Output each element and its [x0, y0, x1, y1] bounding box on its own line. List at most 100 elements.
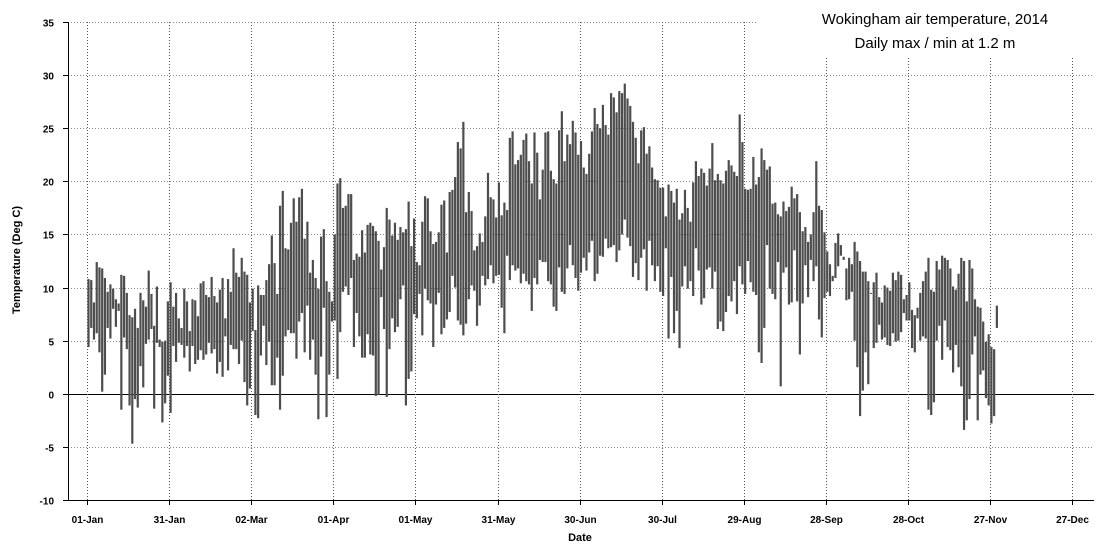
- daily-range-bar: [588, 153, 591, 253]
- daily-range-bar: [982, 321, 985, 371]
- daily-range-bar: [497, 182, 501, 275]
- daily-range-bar: [229, 291, 232, 345]
- x-tick-label: 30-Jun: [564, 515, 596, 526]
- daily-range-bar: [782, 201, 785, 273]
- daily-range-bar: [284, 248, 287, 337]
- daily-range-bar: [298, 197, 301, 322]
- daily-range-bar: [601, 104, 604, 257]
- x-tick-labels: 01-Jan 31-Jan 02-Mar 01-Apr 01-May 31-May 30-J…: [72, 515, 1090, 526]
- daily-range-bar: [828, 264, 832, 297]
- daily-range-bar: [155, 286, 159, 343]
- daily-range-bar: [103, 278, 107, 375]
- daily-range-bar: [522, 139, 525, 274]
- daily-range-bar: [131, 317, 134, 444]
- daily-range-bar: [352, 259, 356, 348]
- daily-range-bar: [749, 188, 752, 283]
- daily-range-bar: [902, 299, 905, 314]
- daily-range-bar: [861, 271, 864, 391]
- daily-range-bar: [328, 291, 331, 375]
- daily-range-bar: [95, 262, 98, 334]
- daily-range-bar: [117, 303, 120, 311]
- daily-range-bar: [303, 238, 306, 353]
- y-tick-label: 30: [43, 72, 55, 83]
- daily-range-bar: [883, 285, 886, 338]
- daily-range-bar: [445, 252, 449, 320]
- daily-range-bar: [864, 271, 867, 353]
- daily-range-bar: [661, 187, 665, 297]
- y-tick-label: 35: [43, 19, 55, 30]
- daily-range-bar: [407, 201, 410, 379]
- daily-range-bar: [361, 230, 364, 358]
- daily-range-bar: [889, 290, 892, 346]
- daily-range-bar: [232, 248, 235, 350]
- daily-range-bar: [454, 177, 457, 288]
- daily-range-bar: [161, 341, 164, 423]
- daily-range-bar: [478, 233, 481, 306]
- daily-range-bar: [670, 190, 673, 277]
- daily-range-bar: [850, 264, 853, 292]
- daily-range-bar: [306, 221, 309, 306]
- daily-range-bar: [432, 244, 435, 348]
- daily-range-bar: [235, 272, 238, 350]
- daily-range-bar: [793, 198, 796, 251]
- daily-range-bar: [831, 275, 834, 282]
- daily-range-bar: [678, 219, 681, 349]
- daily-range-bar: [122, 275, 126, 338]
- daily-range-bar: [941, 255, 944, 360]
- daily-range-bar: [730, 165, 733, 302]
- daily-range-bar: [128, 315, 131, 406]
- daily-range-bar: [177, 318, 180, 343]
- y-tick-label: 10: [43, 285, 55, 296]
- daily-range-bar: [623, 83, 626, 220]
- daily-range-bar: [549, 170, 552, 285]
- daily-range-bar: [954, 289, 957, 345]
- daily-range-bar: [237, 276, 241, 365]
- daily-range-bar: [268, 264, 271, 342]
- daily-range-bar: [867, 281, 870, 385]
- x-tick-label: 27-Nov: [974, 515, 1008, 526]
- daily-range-bar: [615, 112, 618, 263]
- daily-range-bar: [763, 160, 766, 328]
- daily-range-bar: [391, 235, 394, 319]
- daily-range-bar: [426, 198, 429, 301]
- daily-range-bar: [210, 276, 213, 354]
- daily-range-bar: [987, 334, 990, 406]
- daily-range-bar: [226, 279, 230, 371]
- daily-range-bar: [415, 262, 418, 319]
- daily-range-bar: [760, 148, 763, 363]
- x-tick-label: 30-Jul: [648, 515, 677, 526]
- daily-range-bar: [511, 131, 514, 266]
- daily-range-bar: [295, 221, 298, 359]
- daily-range-bar: [801, 231, 804, 304]
- daily-range-bar: [278, 205, 282, 410]
- daily-range-bar: [913, 315, 916, 353]
- daily-range-bar: [530, 183, 533, 311]
- y-axis-title: Temperature (Deg C): [11, 206, 23, 314]
- daily-range-bar: [785, 211, 788, 268]
- x-tick-label: 02-Mar: [235, 515, 267, 526]
- daily-range-bar: [276, 293, 279, 358]
- daily-range-bar: [604, 125, 607, 239]
- daily-range-bar: [943, 257, 946, 321]
- y-tick-label: 20: [43, 178, 55, 189]
- daily-range-bar: [842, 256, 845, 260]
- daily-range-bar: [484, 216, 487, 286]
- daily-range-bar: [196, 316, 200, 360]
- daily-range-bar: [618, 91, 621, 251]
- daily-range-bar: [382, 247, 386, 329]
- daily-range-bar: [924, 271, 927, 339]
- daily-range-bar: [341, 207, 345, 292]
- daily-range-bar: [962, 261, 966, 430]
- daily-range-bar: [637, 163, 640, 281]
- daily-range-bar: [965, 301, 968, 421]
- daily-range-bar: [571, 120, 574, 266]
- daily-range-bar: [642, 127, 646, 250]
- daily-range-bar: [675, 188, 678, 311]
- daily-range-bar: [823, 232, 826, 299]
- daily-range-bar: [536, 152, 539, 285]
- daily-range-bar: [503, 202, 506, 334]
- daily-range-bar: [755, 184, 758, 295]
- daily-range-bar: [300, 188, 304, 314]
- daily-range-bar: [738, 114, 741, 267]
- daily-range-bar: [817, 205, 821, 320]
